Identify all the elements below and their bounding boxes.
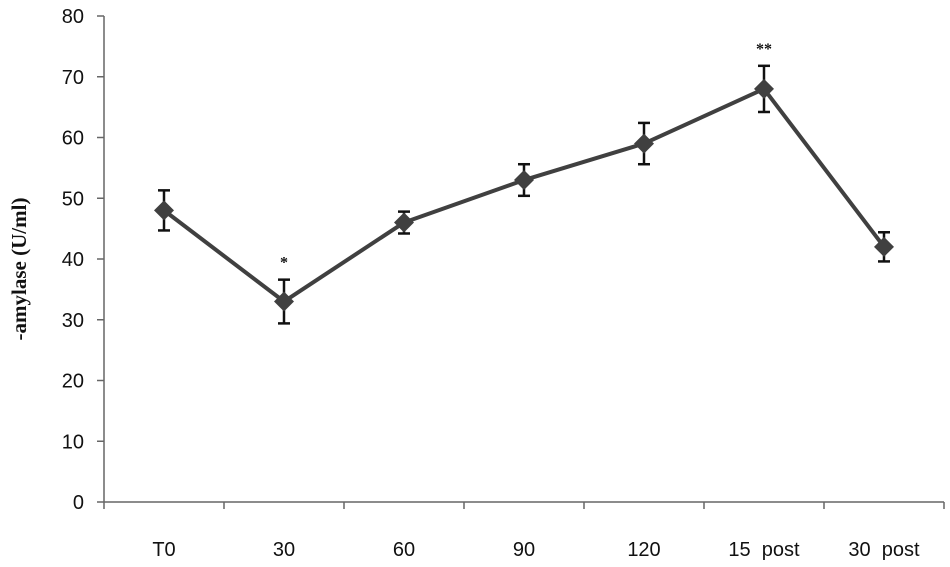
y-axis: 0 10 20 30 40 50 60 70 80	[62, 6, 105, 514]
y-tick-label: 50	[62, 188, 84, 210]
x-tick-label: 60	[393, 539, 415, 561]
x-tick-label: 15 post	[728, 539, 800, 561]
significance-label: *	[280, 255, 288, 272]
significance-label: **	[756, 41, 772, 58]
y-axis-label: -amylase (U/ml)	[7, 198, 31, 341]
x-axis: T0 30 60 90 120 15 post 30 post	[103, 501, 945, 561]
data-point	[514, 170, 534, 191]
y-tick-label: 40	[62, 249, 84, 271]
data-point	[394, 212, 414, 233]
data-point	[874, 236, 894, 257]
y-tick-label: 80	[62, 6, 84, 28]
x-tick-label: 30	[273, 539, 295, 561]
y-tick-label: 0	[73, 492, 84, 514]
x-tick-label: 120	[627, 539, 660, 561]
y-tick-label: 10	[62, 431, 84, 453]
data-point	[154, 200, 174, 221]
x-tick-label: 30 post	[848, 539, 920, 561]
x-tick-label: 90	[513, 539, 535, 561]
y-tick-label: 60	[62, 128, 84, 150]
x-tick-label: T0	[152, 539, 175, 561]
y-tick-label: 70	[62, 67, 84, 89]
y-tick-label: 30	[62, 310, 84, 332]
data-point	[634, 133, 654, 154]
plot-area: ***	[154, 41, 894, 325]
data-point	[754, 78, 774, 99]
data-point	[274, 291, 294, 312]
y-tick-label: 20	[62, 371, 84, 393]
